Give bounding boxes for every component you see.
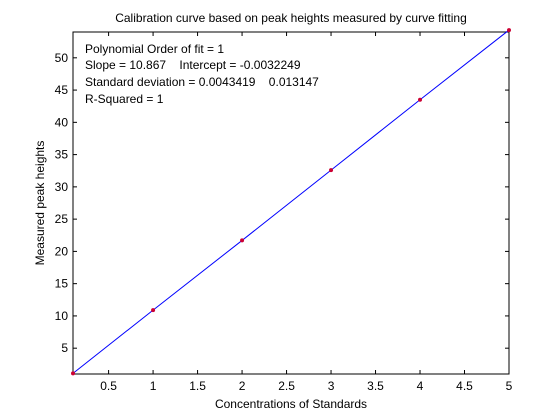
x-axis-label: Concentrations of Standards: [215, 397, 367, 411]
x-tick-label: 1: [150, 379, 157, 393]
x-tick-label: 4.5: [456, 379, 473, 393]
data-point: [71, 371, 75, 376]
y-tick-label: 10: [55, 309, 69, 323]
y-tick-label: 30: [55, 180, 69, 194]
data-point: [507, 28, 511, 33]
y-tick-label: 5: [61, 341, 68, 355]
annotation-line: Polynomial Order of fit = 1: [85, 42, 224, 56]
data-point: [151, 308, 156, 313]
x-tick-label: 5: [506, 379, 513, 393]
y-tick-label: 20: [55, 244, 69, 258]
plot-area: [72, 31, 510, 375]
annotation-line: R-Squared = 1: [85, 92, 164, 106]
y-tick-label: 45: [55, 83, 69, 97]
annotation-line: Standard deviation = 0.0043419 0.013147: [85, 75, 319, 89]
data-point: [240, 238, 245, 243]
annotation-line: Slope = 10.867 Intercept = -0.0032249: [85, 58, 301, 72]
y-tick-label: 15: [55, 277, 69, 291]
x-tick-label: 4: [417, 379, 424, 393]
x-tick-label: 2.5: [278, 379, 295, 393]
fit-annotation-box: Polynomial Order of fit = 1 Slope = 10.8…: [85, 42, 319, 106]
x-tick-label: 1.5: [189, 379, 206, 393]
y-tick-label: 25: [55, 212, 69, 226]
fit-line: [72, 29, 510, 374]
y-tick-label: 35: [55, 148, 69, 162]
data-point: [329, 168, 334, 173]
chart-title: Calibration curve based on peak heights …: [115, 11, 467, 25]
y-tick-label: 40: [55, 115, 69, 129]
y-tick-label: 50: [55, 51, 69, 65]
x-tick-label: 2: [239, 379, 246, 393]
x-tick-label: 0.5: [100, 379, 117, 393]
x-tick-label: 3: [328, 379, 335, 393]
fit-line-layer: [72, 29, 510, 374]
x-axis-ticks: 0.5 1 1.5 2 2.5 3 3.5 4 4.5 5: [100, 32, 513, 393]
y-axis-label: Measured peak heights: [33, 141, 47, 266]
data-point: [418, 97, 423, 102]
x-tick-label: 3.5: [367, 379, 384, 393]
y-axis-ticks: 5 10 15 20 25 30 35 40 45 50: [55, 51, 509, 355]
data-points-layer: [71, 28, 511, 376]
